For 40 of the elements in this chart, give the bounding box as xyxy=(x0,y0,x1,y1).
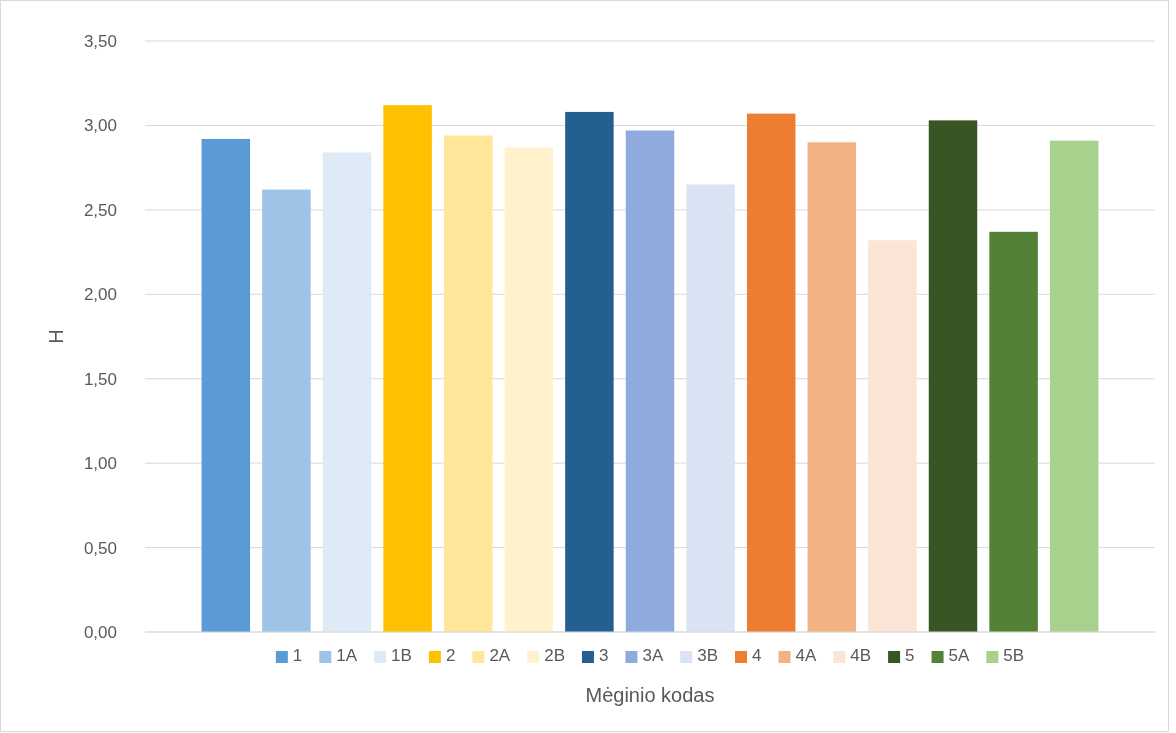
bar xyxy=(201,138,251,632)
bar xyxy=(928,120,978,632)
bar xyxy=(565,111,614,632)
bar xyxy=(383,105,432,632)
bar xyxy=(1049,140,1099,632)
y-tick-label: 0,50 xyxy=(83,538,117,558)
bar xyxy=(443,135,493,632)
legend-label: 5B xyxy=(1003,646,1025,665)
y-tick-label: 2,50 xyxy=(83,200,117,220)
legend-label: 1 xyxy=(292,646,303,665)
legend-label: 2 xyxy=(445,646,456,665)
legend-label: 4B xyxy=(850,646,872,665)
bar xyxy=(625,130,675,632)
bar xyxy=(686,184,735,632)
y-tick-label: 0,00 xyxy=(83,622,117,642)
bar xyxy=(868,240,917,632)
bar xyxy=(262,189,311,632)
y-tick-label: 1,50 xyxy=(83,369,117,389)
y-tick-label: 3,00 xyxy=(83,116,117,136)
y-tick-label: 2,00 xyxy=(83,285,117,305)
bar xyxy=(989,231,1038,632)
legend-label: 3B xyxy=(697,646,719,665)
legend-label: 3A xyxy=(642,646,664,665)
legend-label: 3 xyxy=(598,646,609,665)
legend-label: 2A xyxy=(489,646,511,665)
y-axis-title: H xyxy=(45,329,67,344)
legend-label: 5 xyxy=(905,646,915,665)
legend-label: 1A xyxy=(336,646,358,665)
y-tick-label: 1,00 xyxy=(83,454,117,474)
legend-label: 4A xyxy=(795,646,817,665)
legend-label: 2B xyxy=(544,646,565,665)
x-axis-title: Mėginio kodas xyxy=(585,684,715,706)
bar xyxy=(504,147,554,632)
bar xyxy=(322,152,372,632)
legend-label: 5A xyxy=(948,646,971,665)
legend-label: 1B xyxy=(391,646,412,665)
y-tick-label: 3,50 xyxy=(83,31,117,51)
legend-label: 4 xyxy=(752,646,762,665)
bar xyxy=(746,113,796,632)
bar xyxy=(807,142,857,632)
